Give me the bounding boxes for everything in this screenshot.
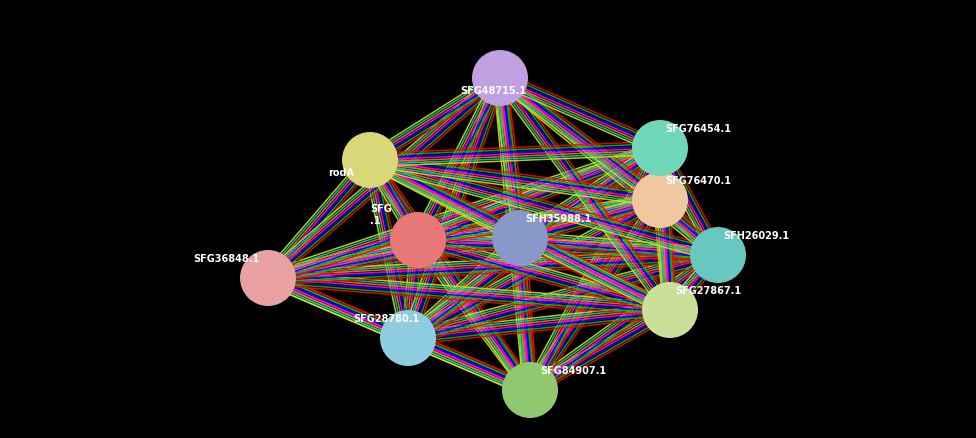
Text: SFG76470.1: SFG76470.1 (665, 176, 731, 186)
Text: SFG28780.1: SFG28780.1 (353, 314, 420, 324)
Circle shape (240, 250, 296, 306)
Circle shape (632, 120, 688, 176)
Text: SFG27867.1: SFG27867.1 (675, 286, 741, 296)
Text: SFG76454.1: SFG76454.1 (665, 124, 731, 134)
Circle shape (642, 282, 698, 338)
Text: rodA: rodA (328, 168, 354, 178)
Circle shape (380, 310, 436, 366)
Circle shape (690, 227, 746, 283)
Text: SFG
.1: SFG .1 (370, 205, 391, 226)
Text: SFG36848.1: SFG36848.1 (193, 254, 260, 264)
Text: SFG84907.1: SFG84907.1 (540, 366, 606, 376)
Circle shape (342, 132, 398, 188)
Circle shape (492, 210, 548, 266)
Circle shape (632, 172, 688, 228)
Text: SFH35988.1: SFH35988.1 (525, 214, 591, 224)
Circle shape (472, 50, 528, 106)
Circle shape (502, 362, 558, 418)
Text: SFG48715.1: SFG48715.1 (460, 86, 526, 96)
Circle shape (390, 212, 446, 268)
Text: SFH26029.1: SFH26029.1 (723, 231, 790, 241)
